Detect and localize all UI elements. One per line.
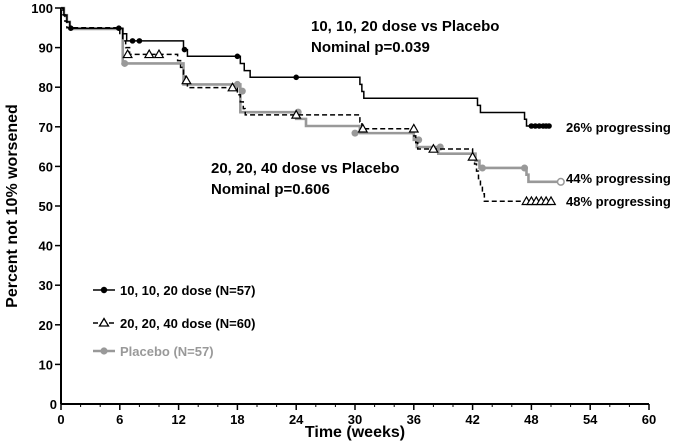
censor-marker <box>153 48 165 59</box>
y-tick-label: 50 <box>39 199 53 214</box>
series-line <box>61 7 551 202</box>
x-tick-label: 30 <box>348 412 362 427</box>
censor-marker <box>136 38 143 44</box>
x-tick-label: 48 <box>524 412 538 427</box>
legend-label-high-dose: 20, 20, 40 dose (N=60) <box>120 316 256 331</box>
x-tick-label: 0 <box>57 412 64 427</box>
censor-marker <box>227 82 238 92</box>
series-layer <box>61 6 565 206</box>
y-ticks: 0 10 20 30 40 50 60 70 80 90 100 <box>31 1 61 412</box>
annotation-low-dose-title: 10, 10, 20 dose vs Placebo <box>311 18 499 35</box>
censor-marker <box>122 48 133 59</box>
censor-marker <box>129 38 136 44</box>
series-0 <box>61 7 552 129</box>
annotation-high-dose-pvalue: Nominal p=0.606 <box>211 181 330 198</box>
y-tick-label: 100 <box>31 1 53 16</box>
end-label-placebo: 44% progressing <box>566 171 671 186</box>
censor-marker <box>528 123 535 129</box>
end-label-low-dose: 26% progressing <box>566 120 671 135</box>
censor-marker <box>181 74 192 85</box>
legend-label-placebo: Placebo (N=57) <box>120 344 214 359</box>
censor-marker <box>415 136 423 144</box>
end-marker <box>556 177 565 186</box>
legend-label-low-dose: 10, 10, 20 dose (N=57) <box>120 283 256 298</box>
censor-marker <box>238 87 246 95</box>
x-tick-label: 24 <box>289 412 304 427</box>
y-tick-label: 40 <box>39 239 53 254</box>
censor-marker <box>357 123 369 133</box>
censor-marker <box>121 59 129 67</box>
legend-item-high-dose: 20, 20, 40 dose (N=60) <box>93 316 256 331</box>
censor-marker <box>467 151 478 161</box>
y-tick-label: 0 <box>50 397 57 412</box>
censor-marker <box>234 53 241 60</box>
censor-marker <box>143 48 155 59</box>
x-tick-label: 42 <box>465 412 479 427</box>
censor-marker <box>545 195 557 206</box>
censor-marker <box>233 80 241 88</box>
censor-marker <box>521 164 529 172</box>
annotation-low-dose: 10, 10, 20 dose vs Placebo Nominal p=0.0… <box>311 18 499 56</box>
censor-marker <box>116 25 122 31</box>
legend-marker-placebo <box>100 347 108 355</box>
x-axis-title: Time (weeks) <box>305 424 405 441</box>
x-tick-label: 18 <box>230 412 244 427</box>
annotation-low-dose-pvalue: Nominal p=0.039 <box>311 39 430 56</box>
legend-item-low-dose: 10, 10, 20 dose (N=57) <box>93 283 256 298</box>
censor-marker <box>536 123 543 129</box>
x-tick-label: 36 <box>407 412 421 427</box>
y-tick-label: 80 <box>39 80 53 95</box>
x-tick-label: 60 <box>642 412 656 427</box>
annotation-high-dose-title: 20, 20, 40 dose vs Placebo <box>211 160 399 177</box>
censor-marker <box>532 123 539 129</box>
x-tick-label: 6 <box>116 412 123 427</box>
censor-marker <box>68 25 74 31</box>
series-1 <box>61 7 557 206</box>
y-axis-title: Percent not 10% worsened <box>4 104 21 308</box>
censor-marker <box>478 164 486 172</box>
end-label-high-dose: 48% progressing <box>566 194 671 209</box>
x-ticks: 0 6 12 18 24 30 36 42 48 54 60 <box>57 404 656 427</box>
censor-marker <box>181 46 188 53</box>
censor-marker <box>408 123 420 133</box>
y-tick-label: 70 <box>39 120 53 135</box>
annotation-high-dose: 20, 20, 40 dose vs Placebo Nominal p=0.6… <box>211 160 399 198</box>
censor-marker <box>546 123 552 129</box>
x-tick-label: 54 <box>583 412 598 427</box>
legend: 10, 10, 20 dose (N=57) 20, 20, 40 dose (… <box>93 283 256 359</box>
y-tick-label: 10 <box>39 357 53 372</box>
legend-marker-high-dose <box>98 317 110 327</box>
legend-marker-low-dose <box>100 286 108 294</box>
x-tick-label: 12 <box>171 412 185 427</box>
censor-marker <box>290 109 302 119</box>
censor-marker <box>428 143 439 153</box>
legend-item-placebo: Placebo (N=57) <box>93 344 214 359</box>
y-tick-label: 20 <box>39 318 53 333</box>
censor-marker <box>293 74 300 81</box>
y-tick-label: 60 <box>39 159 53 174</box>
y-tick-label: 90 <box>39 41 53 56</box>
y-tick-label: 30 <box>39 278 53 293</box>
censor-marker <box>351 129 359 137</box>
